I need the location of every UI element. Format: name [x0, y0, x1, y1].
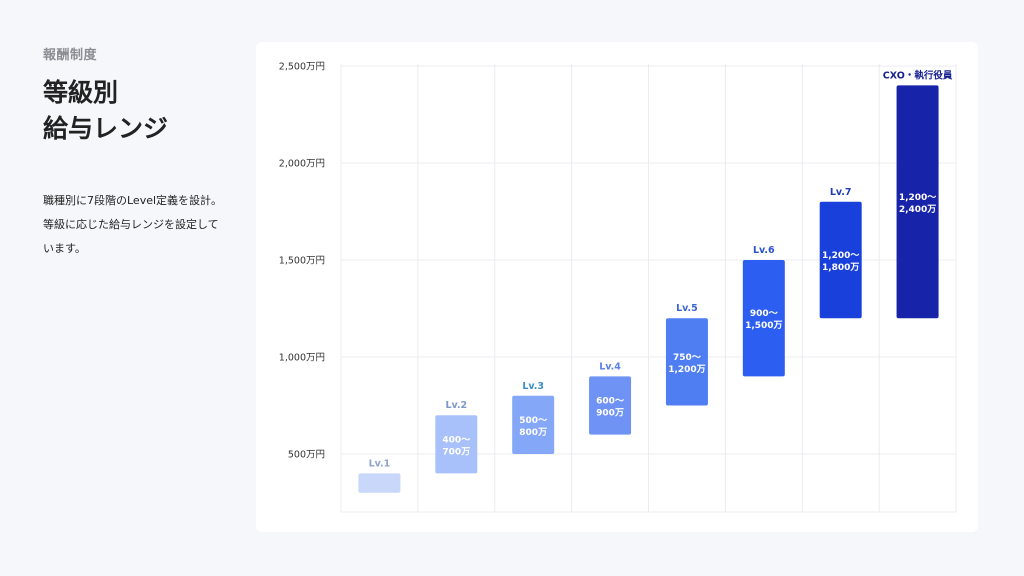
level-label: Lv.5 — [676, 303, 698, 314]
range-label-top: 900～ — [750, 309, 778, 319]
range-label-bottom: 1,800万 — [822, 262, 859, 273]
range-label-top: 750～ — [673, 353, 701, 363]
y-tick-label: 500万円 — [288, 450, 325, 461]
chart-card: 500万円 1,000万円 1,500万円 2,000万円 2,500万円 Lv.1 Lv.… — [256, 42, 978, 532]
range-bar — [589, 376, 632, 435]
y-tick-label: 2,000万円 — [279, 159, 325, 170]
range-label-top: 1,200～ — [822, 251, 859, 261]
range-bar — [358, 473, 401, 493]
intro-panel: 報酬制度 等級別 給与レンジ 職種別に7段階のLevel定義を設計。 等級に応じ… — [43, 44, 243, 261]
level-label: Lv.2 — [445, 400, 467, 411]
y-tick-label: 1,000万円 — [279, 353, 325, 364]
range-label-top: 600～ — [596, 397, 624, 407]
level-label: Lv.6 — [753, 245, 775, 256]
range-bar — [819, 201, 862, 319]
range-label-top: 400～ — [442, 435, 470, 445]
y-tick-label: 2,500万円 — [279, 62, 325, 73]
salary-range-chart: 500万円 1,000万円 1,500万円 2,000万円 2,500万円 Lv.1 Lv.… — [279, 62, 957, 513]
range-bar — [435, 415, 478, 474]
level-label: Lv.3 — [522, 381, 544, 392]
page-title-line2: 給与レンジ — [43, 114, 169, 143]
level-label: Lv.1 — [369, 458, 391, 469]
page-title-line1: 等級別 — [43, 78, 119, 107]
range-bar — [665, 318, 708, 406]
range-bar — [742, 260, 785, 377]
range-bar — [896, 85, 939, 319]
y-tick-label: 1,500万円 — [279, 256, 325, 267]
range-label-bottom: 1,500万 — [745, 320, 782, 331]
range-label-bottom: 2,400万 — [899, 204, 936, 215]
range-label-top: 1,200～ — [899, 193, 936, 203]
description-line-3: います。 — [43, 242, 86, 255]
level-label: CXO・執行役員 — [883, 69, 953, 81]
range-label-bottom: 800万 — [519, 427, 547, 438]
range-label-top: 500～ — [519, 416, 547, 426]
range-label-bottom: 900万 — [596, 408, 624, 419]
section-kicker: 報酬制度 — [43, 48, 98, 63]
range-label-bottom: 1,200万 — [668, 364, 705, 375]
description-line-1: 職種別に7段階のLevel定義を設計。 — [43, 194, 223, 207]
level-label: Lv.4 — [599, 361, 621, 372]
range-label-bottom: 700万 — [442, 446, 470, 457]
description: 職種別に7段階のLevel定義を設計。 等級に応じた給与レンジを設定して います… — [43, 189, 243, 261]
level-label: Lv.7 — [830, 187, 852, 198]
description-line-2: 等級に応じた給与レンジを設定して — [43, 218, 219, 231]
range-bar — [512, 395, 555, 454]
